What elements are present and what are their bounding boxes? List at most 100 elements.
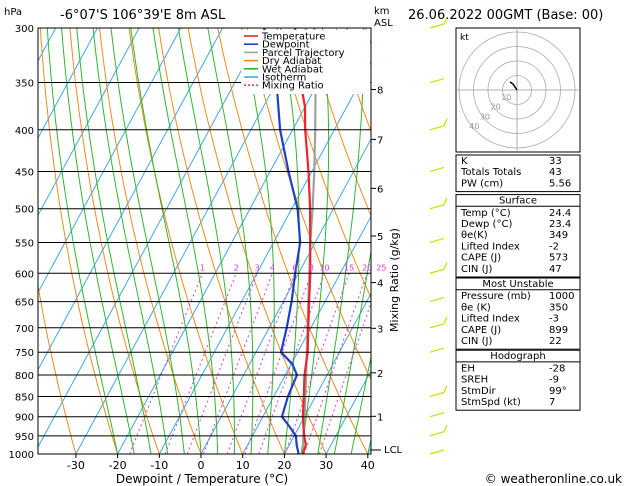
copyright: © weatheronline.co.uk	[485, 472, 622, 486]
temperature-tick-label: 20	[277, 459, 291, 472]
temperature-tick-label: -10	[150, 459, 168, 472]
index-section-title: Most Unstable	[482, 279, 553, 290]
hpa-label: hPa	[4, 7, 22, 18]
mixing-ratio-line	[244, 273, 312, 454]
hodograph-ring-label: 40	[469, 122, 479, 131]
index-value: 7	[549, 397, 555, 408]
dry-adiabat-line	[602, 28, 629, 454]
series-dewpoint	[263, 28, 302, 454]
series-point-dewpoint	[288, 425, 291, 428]
indices-panel: K 33 Totals Totals 43 PW (cm) 5.56 SurfaceTemp…	[455, 154, 581, 411]
index-value: 899	[549, 325, 568, 336]
wet-adiabat-line	[152, 28, 219, 454]
dry-adiabat-line	[39, 28, 119, 454]
mixing-ratio-label: 20	[362, 263, 372, 272]
series-point-temperature	[305, 444, 307, 446]
index-value: -2	[549, 241, 559, 252]
index-value: 350	[549, 302, 568, 313]
pressure-tick-label: 800	[15, 371, 34, 382]
index-section-title: Surface	[499, 196, 537, 207]
lcl-label: LCL	[384, 445, 403, 456]
km-tick-label: 4	[377, 279, 383, 290]
wind-barb-icon	[429, 431, 445, 437]
asl-label: ASL	[374, 18, 393, 29]
wind-barb-icon	[429, 391, 445, 398]
index-value: 43	[549, 167, 562, 178]
isotherm-line	[325, 369, 371, 454]
wet-adiabat-line	[350, 355, 371, 454]
legend-entry: Isotherm	[262, 73, 306, 84]
mixing-ratio-label: 2	[234, 263, 239, 272]
pressure-tick-label: 950	[15, 432, 34, 443]
index-label: Lifted Index	[461, 314, 520, 325]
location-title: -6°07'S 106°39'E 8m ASL	[60, 8, 226, 23]
wind-barb-feather	[443, 197, 448, 205]
wind-barb-icon	[429, 77, 445, 84]
hodograph-ring	[487, 60, 547, 120]
wind-barb-icon	[429, 166, 445, 173]
index-section-box	[455, 194, 581, 278]
pressure-tick-label: 850	[15, 392, 34, 403]
wind-barb-icon	[429, 323, 445, 329]
skewt-plot-area: 1 2 3 4 6 8 10 15 20 25 3003504004505005506006507…	[9, 24, 629, 486]
hodograph-kt-label: kt	[460, 33, 469, 43]
hodograph-ring-label: 10	[501, 93, 511, 102]
temperature-tick-label: 30	[319, 459, 333, 472]
temperature-tick-label: -20	[109, 459, 127, 472]
pressure-tick-label: 750	[15, 348, 34, 359]
hodograph-ring-label: 20	[491, 103, 501, 112]
index-label: PW (cm)	[461, 178, 503, 189]
hodograph-ring	[502, 75, 532, 105]
legend-entry: Temperature	[261, 32, 325, 43]
wind-barb-icon	[429, 268, 445, 274]
km-tick-label: 2	[377, 369, 383, 380]
index-value: 349	[549, 230, 568, 241]
mixing-ratio-label: 4	[270, 263, 275, 272]
wind-barbs	[429, 16, 448, 455]
mixing-ratio-layer	[129, 273, 371, 454]
index-value: 23.4	[549, 219, 571, 230]
mixing-ratio-line	[203, 273, 273, 454]
datetime-title: 26.06.2022 00GMT (Base: 00)	[408, 8, 603, 23]
mixing-ratio-line	[318, 301, 371, 454]
wind-barb-feather	[443, 316, 448, 325]
wind-barb-feather	[443, 16, 448, 25]
index-value: 47	[549, 264, 562, 275]
index-section-box	[455, 277, 581, 350]
pressure-tick-label: 350	[15, 79, 34, 90]
wind-barb-icon	[429, 204, 445, 210]
index-value: -3	[549, 314, 559, 325]
isotherm-line	[38, 28, 265, 449]
series-point-temperature	[302, 425, 305, 428]
index-label: CIN (J)	[461, 264, 492, 275]
km-tick-labels: 8 7 6 5 4 3 2 1 LCL	[371, 86, 403, 456]
index-label: StmDir	[461, 386, 496, 397]
wind-barb-icon	[429, 449, 445, 455]
index-value: 22	[549, 336, 562, 347]
pressure-tick-label: 550	[15, 238, 34, 249]
km-tick-label: 5	[377, 232, 383, 243]
pressure-tick-label: 650	[15, 298, 34, 309]
pressure-tick-label: 600	[15, 269, 34, 280]
hodograph-ring	[458, 31, 576, 149]
mixing-ratio-label: 8	[309, 263, 314, 272]
isotherm-line	[200, 138, 371, 454]
temperature-tick-labels: -30 -20 -10 0 10 20 30 40	[67, 454, 375, 472]
temperature-tick-label: 0	[198, 459, 205, 472]
km-tick-label: 1	[377, 412, 383, 423]
mixing-ratio-label: 3	[255, 263, 260, 272]
mixing-ratio-line	[284, 273, 350, 454]
hodograph-ring	[473, 46, 561, 134]
wind-barb-feather	[443, 385, 448, 393]
mixing-ratio-label: 25	[376, 263, 386, 272]
x-axis-label: Dewpoint / Temperature (°C)	[116, 472, 288, 486]
index-label: Lifted Index	[461, 241, 520, 252]
wind-barb-icon	[429, 296, 445, 303]
isotherm-line	[242, 215, 371, 454]
legend-entry: Mixing Ratio	[262, 81, 324, 92]
km-tick-label: 7	[377, 135, 383, 146]
legend-entry: Parcel Trajectory	[262, 48, 345, 59]
index-value: -28	[549, 363, 565, 374]
